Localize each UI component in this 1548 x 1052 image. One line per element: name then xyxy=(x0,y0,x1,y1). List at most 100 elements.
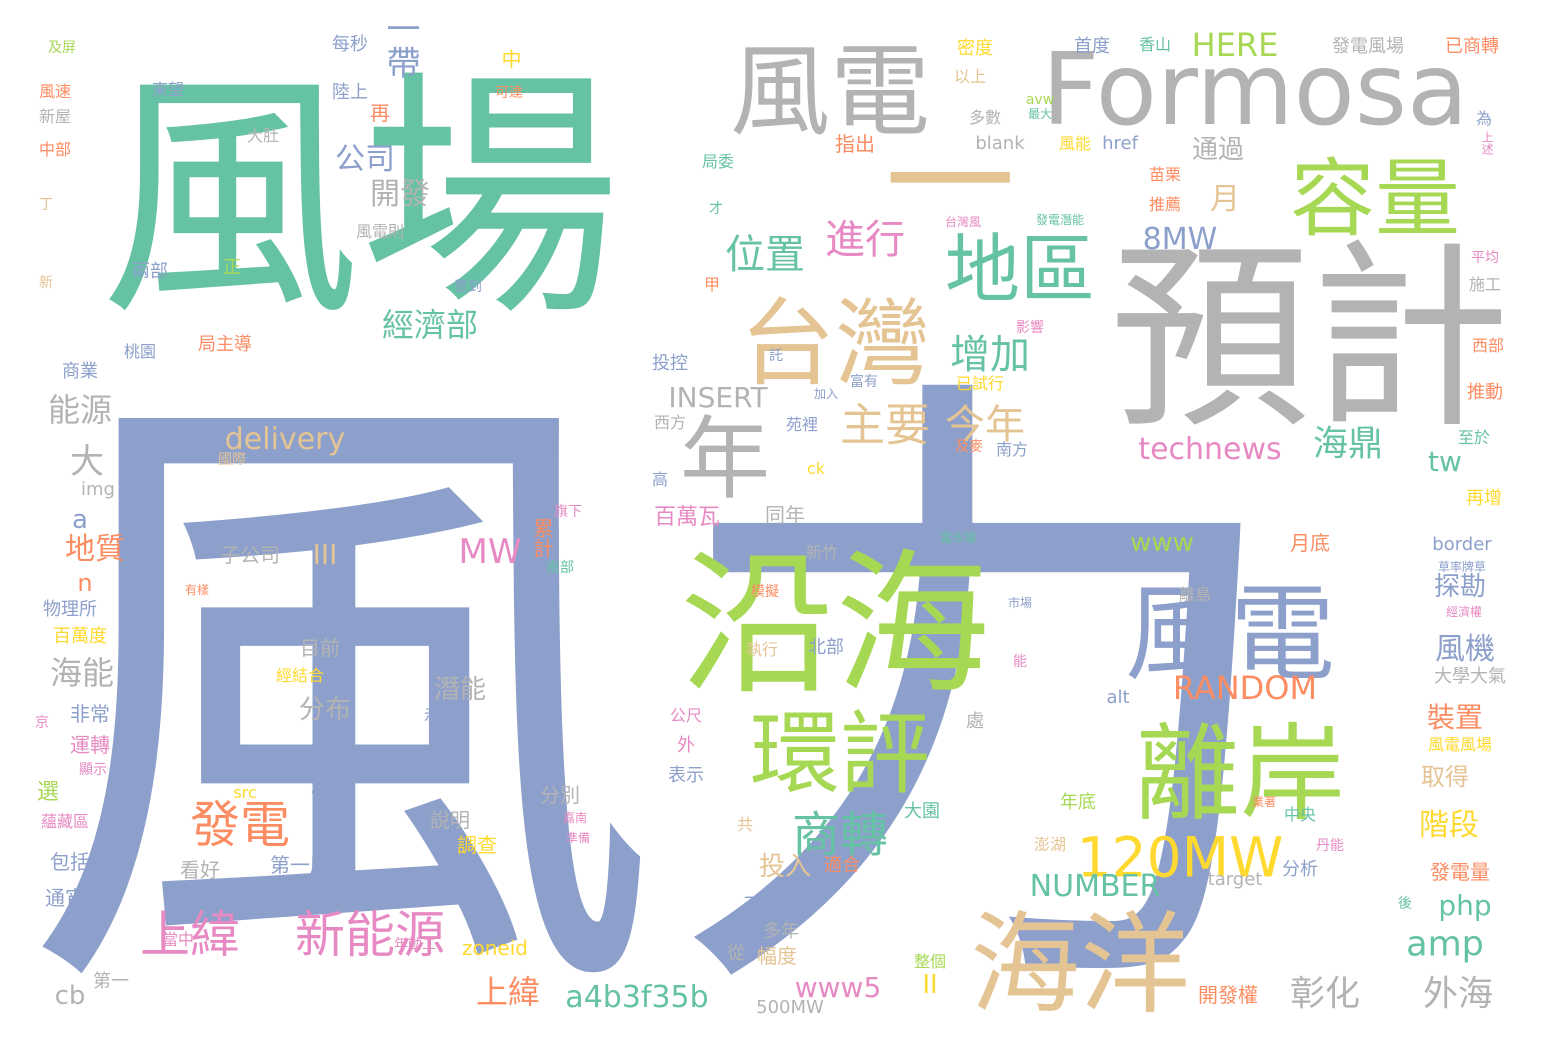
word-87: 百萬度 xyxy=(53,626,107,647)
word-115: 施工 xyxy=(1468,275,1502,294)
word-37: 能源 xyxy=(47,391,113,429)
word-118: 至於 xyxy=(1457,428,1491,447)
word-100: 發電風場 xyxy=(1332,36,1404,57)
word-101: 已商轉 xyxy=(1445,36,1499,57)
word-96: 密度 xyxy=(957,38,993,59)
word-13: 年 xyxy=(680,407,770,512)
word-59: 探勘 xyxy=(1433,572,1487,602)
word-114: 平均 xyxy=(1471,250,1499,266)
word-10: 離岸 xyxy=(1134,713,1346,836)
word-176: 準備 xyxy=(565,831,591,845)
word-48: 上緯 xyxy=(475,973,541,1011)
word-18: 商轉 xyxy=(791,807,889,863)
word-132: 適合 xyxy=(824,855,860,876)
word-124: 年底 xyxy=(1060,792,1096,813)
word-148: 處 xyxy=(966,711,984,732)
word-95: 每秒 xyxy=(332,34,368,55)
word-2: 一 xyxy=(884,107,1016,259)
word-110: 多數 xyxy=(968,108,1002,127)
word-177: 調查 xyxy=(457,833,497,857)
word-19: 發電 xyxy=(190,796,290,854)
word-51: 通過 xyxy=(1191,135,1245,165)
word-41: amp xyxy=(1406,924,1484,965)
word-25: 經濟部 xyxy=(381,306,479,344)
word-165: 才 xyxy=(709,201,723,217)
word-47: www5 xyxy=(794,971,882,1004)
word-21: 位置 xyxy=(725,232,805,278)
word-70: 子公司 xyxy=(220,543,280,567)
word-182: 示範 xyxy=(423,706,457,725)
word-73: 同年 xyxy=(765,503,805,527)
word-188: 中 xyxy=(498,49,522,69)
word-162: 東望 xyxy=(151,80,185,99)
word-99: 香山 xyxy=(1138,35,1172,54)
word-194: 草率牌草 xyxy=(1437,560,1487,574)
word-133: 大園 xyxy=(904,801,940,822)
word-179: 旗下 xyxy=(554,504,582,520)
word-144: 500MW xyxy=(756,997,824,1018)
word-7: 容量 xyxy=(1289,150,1461,250)
word-88: 商業 xyxy=(62,361,98,382)
word-54: 地質 xyxy=(65,532,125,567)
word-109: href xyxy=(1102,133,1138,154)
word-125: 澎湖 xyxy=(1033,835,1067,854)
word-27: 公司 xyxy=(335,142,395,177)
word-105: 及屏 xyxy=(48,40,76,56)
word-94: 陸上 xyxy=(332,82,368,103)
word-183: 經結合 xyxy=(275,666,325,685)
word-75: 分析 xyxy=(1282,859,1318,880)
word-92: 風電則 xyxy=(355,222,405,241)
word-83: 選 xyxy=(36,780,60,805)
word-166: 甲 xyxy=(703,275,721,294)
word-82: 通宵 xyxy=(45,886,85,910)
word-8: 台灣 xyxy=(739,289,931,400)
word-171: 離島 xyxy=(1178,585,1212,604)
word-161: 大肚 xyxy=(246,126,280,145)
word-79: 看好 xyxy=(180,858,220,882)
word-197: 有樣 xyxy=(184,583,210,597)
word-5: 風電 xyxy=(730,33,930,150)
word-135: 表示 xyxy=(668,765,704,786)
word-139: 執行 xyxy=(745,640,779,659)
word-181: 模擬 xyxy=(751,584,779,600)
word-17: 120MW xyxy=(1076,825,1284,890)
word-80: 第一座 xyxy=(270,853,330,877)
word-131: 工研院 xyxy=(743,894,797,915)
word-36: 前期工作 xyxy=(375,424,465,449)
word-49: cb xyxy=(54,981,86,1011)
word-60: www xyxy=(1130,528,1194,558)
word-138: 北部 xyxy=(808,637,844,658)
word-185: 蘊藏區 xyxy=(40,812,90,831)
word-164: 新 xyxy=(39,275,53,291)
word-117: 推動 xyxy=(1467,382,1503,403)
word-122: 風電風場 xyxy=(1427,735,1493,754)
word-50: HERE xyxy=(1191,26,1279,64)
word-159: 再 xyxy=(370,101,390,125)
word-12: 環評 xyxy=(750,702,930,807)
word-126: target xyxy=(1207,869,1263,890)
word-190: 影響 xyxy=(1016,320,1044,336)
word-23: 今年 xyxy=(945,402,1025,448)
word-72: 百萬瓦 xyxy=(653,505,721,530)
word-1: 風場 xyxy=(100,49,620,351)
word-84: 運轉 xyxy=(70,733,110,757)
word-143: 第一 xyxy=(93,971,129,992)
word-93: 投控 xyxy=(652,353,688,374)
word-4: Formosa xyxy=(1041,31,1469,148)
word-142: 國際 xyxy=(218,452,246,468)
word-170: 最大 xyxy=(1027,107,1053,121)
word-180: 南部 xyxy=(546,560,574,576)
word-89: 局主導 xyxy=(198,334,252,355)
word-175: 嘉南 xyxy=(562,811,588,825)
word-52: 已 xyxy=(308,786,342,824)
word-189: 豐到 xyxy=(454,279,482,295)
word-119: 再增 xyxy=(1466,488,1502,509)
word-64: 投入 xyxy=(758,852,812,882)
word-111: 為 xyxy=(1475,109,1493,128)
word-22: 主要 xyxy=(839,398,931,452)
word-151: 高 xyxy=(651,470,669,489)
word-178: 後 xyxy=(1398,896,1412,912)
word-157: 富有 xyxy=(850,374,878,390)
word-121: 大學大氣 xyxy=(1434,666,1506,687)
word-77: 說明 xyxy=(430,808,470,832)
